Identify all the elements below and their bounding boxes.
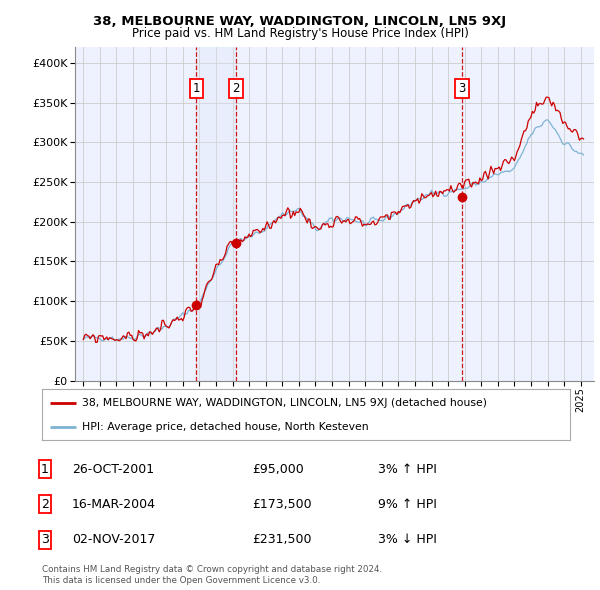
Text: 1: 1 (41, 463, 49, 476)
Text: 26-OCT-2001: 26-OCT-2001 (72, 463, 154, 476)
Text: 3% ↑ HPI: 3% ↑ HPI (378, 463, 437, 476)
Text: £173,500: £173,500 (252, 498, 311, 511)
Text: Price paid vs. HM Land Registry's House Price Index (HPI): Price paid vs. HM Land Registry's House … (131, 27, 469, 40)
Text: 2: 2 (41, 498, 49, 511)
Text: 3: 3 (41, 533, 49, 546)
Text: 9% ↑ HPI: 9% ↑ HPI (378, 498, 437, 511)
Text: 38, MELBOURNE WAY, WADDINGTON, LINCOLN, LN5 9XJ (detached house): 38, MELBOURNE WAY, WADDINGTON, LINCOLN, … (82, 398, 487, 408)
Text: 1: 1 (193, 83, 200, 96)
Text: £95,000: £95,000 (252, 463, 304, 476)
Text: 3% ↓ HPI: 3% ↓ HPI (378, 533, 437, 546)
Text: £231,500: £231,500 (252, 533, 311, 546)
Bar (196, 47, 236, 381)
Text: HPI: Average price, detached house, North Kesteven: HPI: Average price, detached house, Nort… (82, 422, 368, 432)
Text: Contains HM Land Registry data © Crown copyright and database right 2024.
This d: Contains HM Land Registry data © Crown c… (42, 565, 382, 585)
Text: 38, MELBOURNE WAY, WADDINGTON, LINCOLN, LN5 9XJ: 38, MELBOURNE WAY, WADDINGTON, LINCOLN, … (94, 15, 506, 28)
Text: 02-NOV-2017: 02-NOV-2017 (72, 533, 155, 546)
Text: 3: 3 (458, 83, 466, 96)
Text: 16-MAR-2004: 16-MAR-2004 (72, 498, 156, 511)
Text: 2: 2 (232, 83, 240, 96)
